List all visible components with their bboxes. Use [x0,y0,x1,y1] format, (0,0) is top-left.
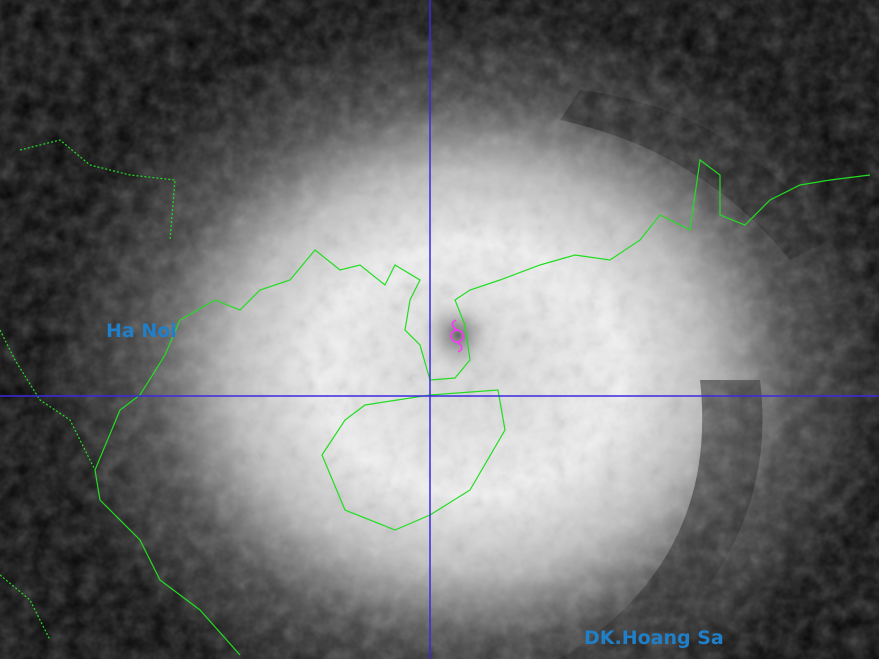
label-ha-noi: Ha Noi [106,320,177,342]
label-dk-hoang-sa: DK.Hoang Sa [584,627,724,649]
typhoon-icon [450,319,464,353]
